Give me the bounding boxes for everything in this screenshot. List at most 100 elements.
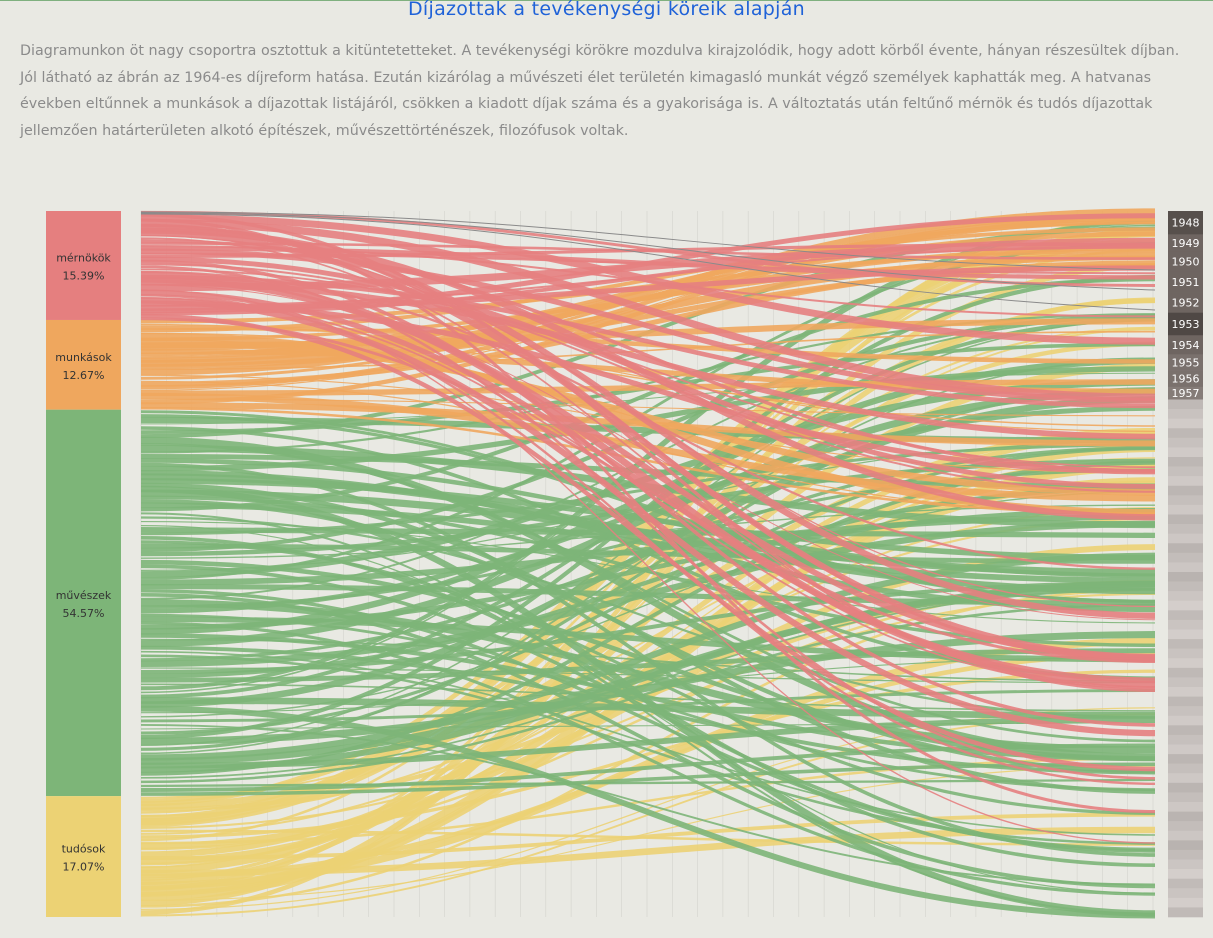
flow-line: [140, 319, 1156, 747]
year-node: [1168, 782, 1203, 793]
year-node: [1168, 552, 1203, 563]
year-node: [1168, 386, 1203, 400]
flow-line: [140, 241, 1156, 292]
year-node: [1168, 715, 1203, 726]
year-node: [1168, 840, 1203, 851]
year-node: [1168, 292, 1203, 313]
year-label: 1948: [1172, 217, 1200, 230]
year-node: [1168, 897, 1203, 908]
year-node: [1168, 485, 1203, 496]
year-node: [1168, 600, 1203, 611]
year-label: 1954: [1172, 339, 1200, 352]
category-nodes: mérnökök 15.39% munkások 12.67% művészek 54.5…: [46, 211, 121, 917]
year-node: [1168, 821, 1203, 832]
year-node: [1168, 591, 1203, 602]
year-label: 1955: [1172, 356, 1200, 369]
flow-line: [140, 317, 1156, 664]
flow-line: [140, 520, 1156, 668]
flow-line: [140, 325, 1156, 364]
year-node: [1168, 409, 1203, 419]
year-node: [1168, 370, 1203, 388]
flow-line: [140, 237, 1156, 316]
flow-line: [140, 313, 1156, 772]
flow-line: [140, 297, 1156, 737]
chart-description: Diagramunkon öt nagy csoportra osztottuk…: [20, 43, 1180, 139]
year-node: [1168, 648, 1203, 659]
category-node-2: [46, 409, 121, 797]
year-node: [1168, 792, 1203, 803]
year-node: [1168, 572, 1203, 582]
flow-line: [140, 297, 1156, 690]
year-node: [1168, 354, 1203, 371]
flow-line: [140, 219, 1156, 401]
year-node: [1168, 437, 1203, 448]
year-node: [1168, 763, 1203, 774]
flow-line: [140, 279, 1156, 440]
year-label: 1950: [1172, 255, 1200, 268]
year-node: [1168, 658, 1203, 669]
year-node: [1168, 504, 1203, 515]
year-node: [1168, 418, 1203, 429]
category-share-label: 17.07%: [63, 861, 105, 874]
flow-line: [140, 213, 1156, 314]
year-node: [1168, 878, 1203, 889]
year-node: [1168, 610, 1203, 621]
year-node: [1168, 706, 1203, 717]
year-node: [1168, 211, 1203, 235]
year-node: [1168, 533, 1203, 544]
page-title: Díjazottak a tevékenységi köreik alapján: [408, 0, 805, 20]
flow-line: [140, 268, 1156, 469]
flow-line: [140, 447, 1156, 735]
year-label: 1952: [1172, 296, 1200, 309]
year-node: [1168, 629, 1203, 640]
year-node: [1168, 849, 1203, 860]
category-share-label: 54.57%: [63, 607, 105, 620]
flow-line: [140, 213, 1156, 311]
year-node: [1168, 744, 1203, 755]
year-node: [1168, 734, 1203, 745]
flow-line: [140, 300, 1156, 475]
year-node: [1168, 677, 1203, 688]
category-node-0: [46, 211, 121, 320]
flow-line: [140, 396, 1156, 708]
year-node: [1168, 543, 1203, 554]
year-node: [1168, 251, 1203, 273]
flow-line: [140, 290, 1156, 683]
flow-line: [140, 589, 1156, 779]
category-node-1: [46, 319, 121, 410]
flow-line: [140, 689, 1156, 723]
year-node: [1168, 312, 1203, 336]
year-node: [1168, 495, 1203, 506]
flow-line: [140, 638, 1156, 682]
flow-line: [140, 213, 1156, 380]
year-node: [1168, 581, 1203, 592]
category-share-label: 12.67%: [63, 369, 105, 382]
year-node: [1168, 639, 1203, 649]
year-node: [1168, 399, 1203, 410]
flow-line: [140, 812, 1156, 860]
flow-line: [140, 214, 1156, 345]
flow-line: [140, 357, 1156, 635]
year-node: [1168, 524, 1203, 534]
year-node: [1168, 514, 1203, 525]
flow-lines: [140, 208, 1156, 919]
flow-line: [140, 648, 1156, 683]
category-label: munkások: [55, 351, 112, 364]
flow-line: [140, 621, 1156, 896]
year-label: 1953: [1172, 318, 1200, 331]
flow-line: [140, 256, 1156, 489]
year-node: [1168, 447, 1203, 458]
year-node: [1168, 335, 1203, 355]
year-label: 1957: [1172, 387, 1200, 400]
category-label: művészek: [56, 589, 112, 602]
year-node: [1168, 869, 1203, 879]
flow-line: [140, 762, 1156, 796]
flow-line: [140, 274, 1156, 740]
year-node: [1168, 811, 1203, 822]
flow-line: [140, 277, 1156, 512]
year-node: [1168, 888, 1203, 899]
flow-line: [140, 716, 1156, 769]
year-node: [1168, 859, 1203, 870]
